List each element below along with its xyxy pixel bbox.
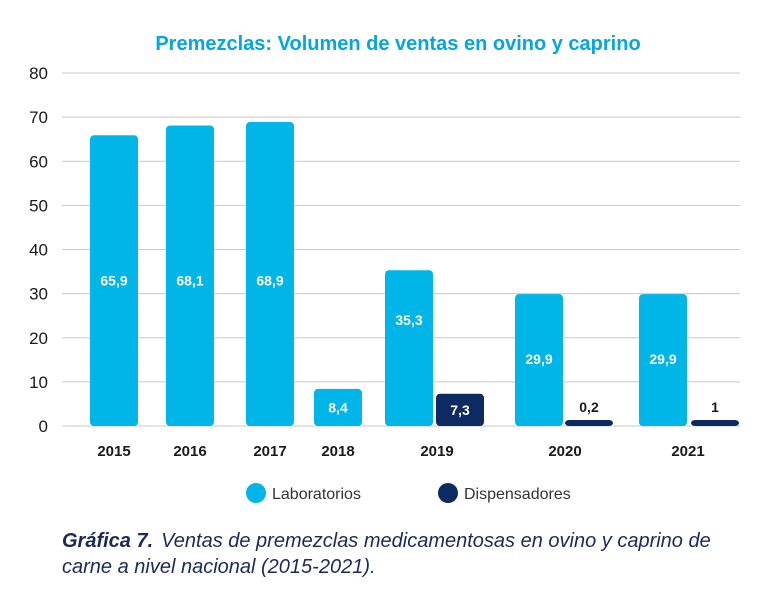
y-tick-label: 40	[29, 241, 48, 260]
x-tick-label: 2019	[420, 443, 453, 460]
bar-dispensadores	[691, 420, 739, 426]
legend-label: Laboratorios	[272, 486, 361, 503]
data-label: 68,9	[256, 272, 283, 288]
y-tick-label: 60	[29, 152, 48, 171]
legend: Laboratorios Dispensadores	[246, 483, 571, 503]
bar-laboratorios	[639, 294, 687, 426]
bar-laboratorios	[246, 121, 294, 426]
x-tick-label: 2017	[253, 443, 286, 460]
x-tick-label: 2018	[321, 443, 354, 460]
caption-number: Gráfica 7.	[62, 530, 154, 552]
figure-caption: Gráfica 7. Ventas de premezclas medicamen…	[62, 528, 742, 580]
y-axis: 0 10 20 30 40 50 60 70 80	[29, 64, 48, 436]
y-tick-label: 70	[29, 108, 48, 127]
y-tick-label: 0	[39, 417, 48, 436]
y-tick-label: 10	[29, 373, 48, 392]
x-tick-label: 2015	[97, 443, 130, 460]
y-tick-label: 30	[29, 285, 48, 304]
bars: 65,9 68,1 68,9 8,4 35,3 29,9 29,9 7,3 0,2 1	[90, 121, 739, 426]
y-tick-label: 50	[29, 196, 48, 215]
legend-label: Dispensadores	[464, 486, 571, 503]
data-label: 68,1	[176, 272, 203, 288]
legend-swatch	[246, 483, 266, 503]
data-label: 8,4	[328, 399, 348, 415]
bar-dispensadores	[436, 393, 484, 426]
bar-chart: Premezclas: Volumen de ventas en ovino y…	[29, 33, 740, 503]
x-tick-label: 2020	[548, 443, 581, 460]
data-label: 7,3	[450, 402, 470, 418]
data-label: 29,9	[525, 351, 552, 367]
bar-laboratorios	[385, 270, 433, 426]
data-label: 0,2	[579, 399, 599, 415]
legend-swatch	[438, 483, 458, 503]
caption-text: Ventas de premezclas medicamentosas en o…	[62, 530, 711, 578]
data-label: 65,9	[100, 272, 127, 288]
data-label: 29,9	[649, 351, 676, 367]
bar-dispensadores	[565, 420, 613, 426]
data-label: 1	[711, 399, 719, 415]
x-tick-label: 2021	[671, 443, 704, 460]
bar-laboratorios	[314, 388, 362, 426]
bar-laboratorios	[515, 294, 563, 426]
data-label: 35,3	[395, 312, 422, 328]
y-tick-label: 80	[29, 64, 48, 83]
x-axis: 2015 2016 2017 2018 2019 2020 2021	[97, 443, 704, 460]
x-tick-label: 2016	[173, 443, 206, 460]
bar-laboratorios	[90, 135, 138, 426]
bar-laboratorios	[166, 125, 214, 426]
chart-title: Premezclas: Volumen de ventas en ovino y…	[155, 33, 640, 55]
y-tick-label: 20	[29, 329, 48, 348]
